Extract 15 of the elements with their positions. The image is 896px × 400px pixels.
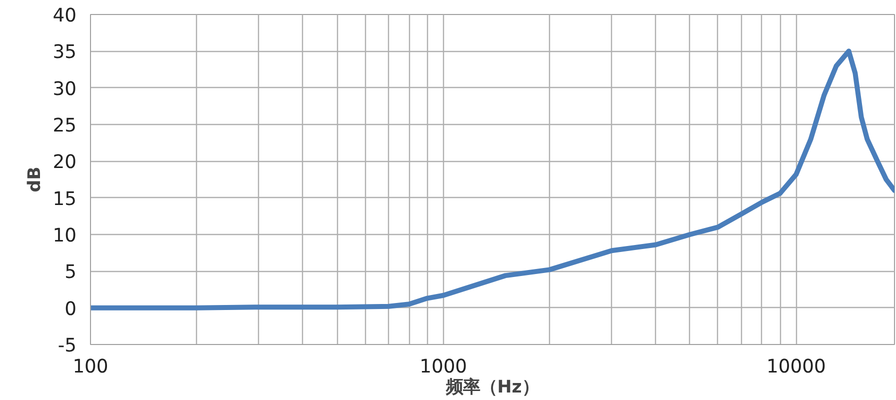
x-tick-label: 1000 xyxy=(420,356,468,378)
x-tick-label: 100 xyxy=(72,356,108,378)
x-tick-label: 10000 xyxy=(766,356,826,378)
y-tick-label: 0 xyxy=(64,298,77,320)
y-tick-label: 35 xyxy=(52,42,77,64)
y-tick-label: 25 xyxy=(52,116,77,136)
y-axis-title: dB xyxy=(24,166,45,192)
y-tick-label: 10 xyxy=(52,226,77,246)
y-tick-label: 40 xyxy=(52,6,77,26)
x-axis-title: 频率（Hz） xyxy=(445,378,539,398)
y-tick-label: 30 xyxy=(52,78,77,100)
y-tick-label: 20 xyxy=(52,152,77,174)
y-tick-label: 5 xyxy=(64,262,77,284)
y-tick-label: 15 xyxy=(52,188,77,210)
y-tick-label: -5 xyxy=(58,336,77,356)
